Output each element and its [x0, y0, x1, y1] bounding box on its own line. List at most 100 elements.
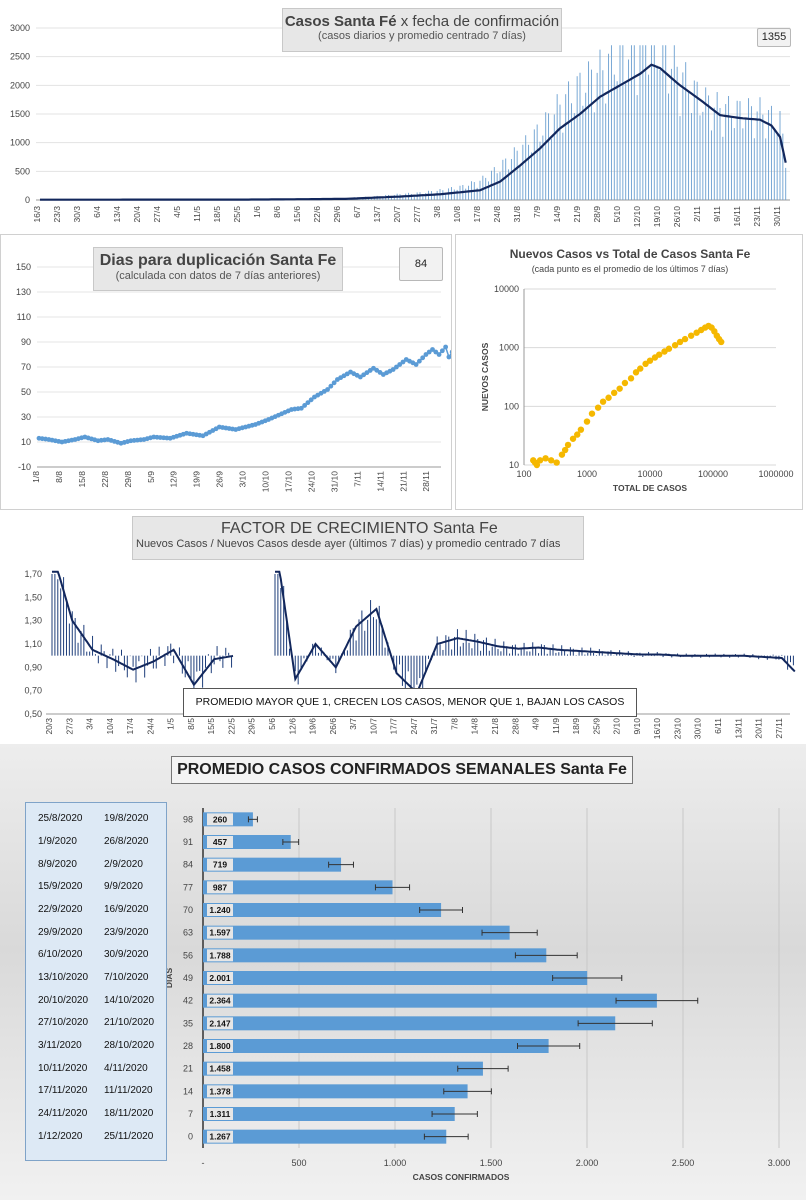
- y-tick-label: 70: [21, 362, 31, 372]
- weekly-bar: [203, 1107, 455, 1121]
- week-end-date: 6/10/2020: [38, 949, 83, 961]
- scatter-point: [676, 338, 684, 346]
- x-tick-label: 1/6: [252, 206, 262, 218]
- week-row: 13/10/2020 7/10/2020: [26, 972, 166, 988]
- x-tick-label: 27/3: [64, 718, 74, 735]
- x-tick-label: 15/8: [77, 471, 87, 488]
- daily-cases-panel: 0 500 1000 1500 2000 2500 3000 16/3 23/3 30/3 6/4 1…: [0, 0, 806, 232]
- growth-subtitle: Nuevos Casos / Nuevos Casos desde ayer (…: [136, 538, 561, 550]
- scatter-point: [646, 357, 654, 364]
- scatter-point: [627, 375, 635, 382]
- doubling-days-point: [436, 352, 442, 357]
- x-tick-label: 17/8: [472, 206, 482, 223]
- x-tick-label: 15/6: [292, 206, 302, 223]
- weekly-title: PROMEDIO CASOS CONFIRMADOS SEMANALES San…: [171, 756, 633, 784]
- x-tick-label: 25/9: [591, 718, 601, 735]
- growth-title-text: FACTOR DE CRECIMIENTO Santa Fe: [221, 520, 498, 537]
- y-tick-label: 1,50: [24, 592, 42, 602]
- x-tick-label: 26/10: [672, 206, 682, 228]
- value-label-bg: [207, 949, 233, 962]
- growth-title: FACTOR DE CRECIMIENTO Santa Fe: [221, 520, 583, 538]
- x-tick-label: 4/5: [172, 206, 182, 218]
- week-end-date: 1/9/2020: [38, 836, 77, 847]
- daily-cases-badge: 1355: [757, 28, 791, 47]
- x-tick-label: 1000: [577, 469, 597, 479]
- doubling-days-point: [308, 397, 314, 403]
- value-label: 1.597: [209, 928, 231, 938]
- x-tick-label: 12/10: [632, 206, 642, 228]
- doubling-days-point: [397, 362, 403, 367]
- week-end-date: 27/10/2020: [38, 1017, 89, 1029]
- value-label: 1.311: [210, 1109, 231, 1119]
- week-row: 3/11/2020 28/10/2020: [26, 1040, 166, 1056]
- x-tick-label: 27/4: [152, 206, 162, 223]
- value-label: 1.800: [209, 1041, 231, 1051]
- weekly-average-line: [40, 63, 787, 201]
- x-tick-label: 18/5: [212, 206, 222, 223]
- y-tick-label: 77: [183, 882, 193, 892]
- doubling-days-point: [446, 354, 451, 360]
- x-tick-label: 5/9: [146, 471, 156, 483]
- x-tick-label: 22/8: [100, 471, 110, 488]
- y-tick-label: 1500: [10, 109, 30, 119]
- y-tick-label: 0: [25, 195, 30, 205]
- week-row: 10/11/2020 4/11/2020: [26, 1063, 166, 1079]
- scatter-point: [558, 451, 566, 458]
- x-tick-label: 27/11: [774, 718, 784, 739]
- doubling-subtitle: (calculada con datos de 7 días anteriore…: [115, 270, 321, 282]
- x-tick-label: 20/11: [754, 718, 764, 739]
- y-tick-label: 28: [183, 1041, 193, 1051]
- doubling-title: Dias para duplicación Santa Fe: [99, 252, 337, 269]
- week-end-date: 13/10/2020: [38, 972, 89, 983]
- doubling-title-box: Dias para duplicación Santa Fe (calculad…: [93, 247, 343, 291]
- y-tick-label: 14: [183, 1086, 193, 1096]
- x-tick-label: 13/11: [733, 718, 743, 739]
- value-label-bg: [207, 1017, 233, 1030]
- x-tick-label: 30/11: [772, 206, 782, 227]
- week-start-date: 30/9/2020: [104, 949, 149, 961]
- scatter-point: [642, 360, 649, 368]
- x-tick-label: 22/5: [226, 718, 236, 735]
- week-end-date: 24/11/2020: [38, 1108, 88, 1119]
- scatter-point: [553, 459, 560, 466]
- x-tick-label: 16/10: [652, 718, 662, 740]
- x-tick-label: 30/10: [693, 718, 703, 740]
- week-start-date: 21/10/2020: [104, 1017, 155, 1029]
- week-end-date: 15/9/2020: [38, 881, 83, 893]
- week-row: 1/9/2020 26/8/2020: [26, 836, 166, 852]
- x-tick-label: 24/10: [306, 471, 316, 493]
- doubling-days-point: [420, 355, 426, 361]
- y-tick-label: 10000: [494, 284, 519, 294]
- scatter-point: [632, 369, 640, 376]
- scatter-point: [594, 404, 602, 411]
- y-tick-label: 1000: [10, 138, 30, 148]
- y-tick-label: -10: [18, 462, 31, 472]
- x-tick-label: 27/7: [412, 206, 422, 223]
- x-tick-label: 18/9: [571, 718, 581, 735]
- x-tick-label: 20/4: [132, 206, 142, 223]
- week-start-date: 28/10/2020: [104, 1040, 155, 1051]
- x-tick-label: 14/8: [470, 718, 480, 735]
- x-tick-label: 2.000: [576, 1158, 599, 1168]
- y-tick-label: 10: [509, 460, 519, 470]
- scatter-point: [533, 461, 541, 469]
- scatter-point: [616, 385, 623, 392]
- doubling-days-point: [394, 364, 399, 370]
- value-label: 2.001: [209, 973, 231, 983]
- weekly-average-chart: - 500 1.000 1.500 2.000 2.500 3.000 CASOS CONFI…: [164, 808, 790, 1182]
- x-tick-label: 23/3: [52, 206, 62, 223]
- x-tick-label: 1.500: [480, 1158, 503, 1168]
- value-label-bg: [207, 1130, 233, 1143]
- x-tick-label: 24/4: [145, 718, 155, 735]
- x-tick-label: 2/10: [612, 718, 622, 735]
- x-tick-label: 31/7: [429, 718, 439, 735]
- x-tick-label: 9/10: [632, 718, 642, 735]
- x-tick-label: 29/8: [123, 471, 133, 488]
- week-end-date: 29/9/2020: [38, 926, 83, 938]
- x-tick-label: 31/10: [329, 471, 339, 493]
- weekly-bar: [203, 925, 510, 940]
- y-tick-label: 1,10: [24, 639, 42, 649]
- x-tick-label: 3/8: [432, 206, 442, 218]
- y-tick-label: 70: [183, 905, 193, 915]
